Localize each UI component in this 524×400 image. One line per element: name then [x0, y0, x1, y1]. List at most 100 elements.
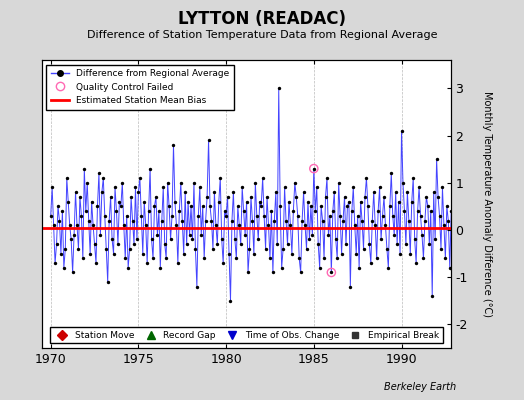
Point	[140, 198, 148, 205]
Point	[422, 194, 431, 200]
Point	[128, 217, 137, 224]
Point	[62, 175, 71, 181]
Point	[399, 180, 407, 186]
Point	[200, 255, 209, 262]
Point	[66, 222, 74, 228]
Point	[165, 203, 173, 210]
Point	[153, 232, 161, 238]
Point	[92, 260, 100, 266]
Point	[243, 198, 251, 205]
Point	[387, 170, 396, 176]
Point	[210, 189, 219, 195]
Text: Berkeley Earth: Berkeley Earth	[384, 382, 456, 392]
Point	[409, 175, 418, 181]
Point	[286, 222, 294, 228]
Point	[225, 250, 233, 257]
Point	[236, 241, 245, 247]
Point	[269, 269, 277, 276]
Point	[402, 241, 410, 247]
Point	[336, 213, 344, 219]
Point	[437, 246, 445, 252]
Point	[149, 255, 157, 262]
Point	[302, 246, 311, 252]
Point	[275, 85, 283, 92]
Point	[64, 198, 72, 205]
Point	[74, 246, 83, 252]
Point	[248, 217, 257, 224]
Point	[217, 236, 226, 243]
Point	[283, 241, 292, 247]
Point	[146, 165, 154, 172]
Point	[359, 246, 368, 252]
Point	[380, 194, 388, 200]
Point	[384, 264, 392, 271]
Point	[428, 293, 436, 299]
Point	[231, 236, 239, 243]
Point	[194, 213, 202, 219]
Point	[132, 184, 140, 191]
Point	[150, 203, 159, 210]
Point	[423, 203, 432, 210]
Point	[102, 246, 111, 252]
Point	[71, 189, 80, 195]
Point	[79, 255, 87, 262]
Point	[57, 250, 65, 257]
Point	[67, 236, 75, 243]
Point	[125, 246, 134, 252]
Point	[421, 217, 429, 224]
Point	[137, 213, 146, 219]
Point	[369, 189, 378, 195]
Point	[406, 250, 414, 257]
Point	[123, 213, 131, 219]
Point	[444, 217, 453, 224]
Point	[270, 217, 279, 224]
Point	[260, 213, 268, 219]
Point	[257, 203, 265, 210]
Point	[175, 208, 183, 214]
Point	[173, 260, 182, 266]
Point	[134, 189, 143, 195]
Point	[108, 236, 116, 243]
Point	[395, 198, 403, 205]
Point	[95, 170, 103, 176]
Point	[310, 165, 318, 172]
Point	[212, 222, 220, 228]
Point	[82, 208, 90, 214]
Point	[187, 203, 195, 210]
Point	[70, 232, 78, 238]
Point	[172, 222, 181, 228]
Point	[99, 175, 107, 181]
Point	[297, 269, 305, 276]
Point	[305, 236, 314, 243]
Point	[425, 241, 433, 247]
Point	[334, 180, 343, 186]
Point	[377, 236, 385, 243]
Point	[112, 208, 121, 214]
Point	[323, 175, 331, 181]
Point	[383, 246, 391, 252]
Point	[121, 255, 129, 262]
Point	[358, 217, 366, 224]
Point	[342, 241, 350, 247]
Point	[279, 246, 287, 252]
Point	[143, 260, 151, 266]
Point	[447, 208, 455, 214]
Point	[244, 269, 252, 276]
Point	[339, 217, 347, 224]
Point	[155, 208, 163, 214]
Point	[171, 198, 179, 205]
Point	[337, 250, 346, 257]
Point	[443, 203, 451, 210]
Point	[351, 222, 359, 228]
Point	[201, 217, 210, 224]
Point	[110, 250, 118, 257]
Point	[228, 217, 236, 224]
Point	[190, 180, 198, 186]
Point	[163, 180, 172, 186]
Point	[55, 217, 63, 224]
Point	[271, 189, 280, 195]
Point	[345, 198, 353, 205]
Point	[413, 208, 422, 214]
Point	[222, 213, 231, 219]
Point	[362, 175, 370, 181]
